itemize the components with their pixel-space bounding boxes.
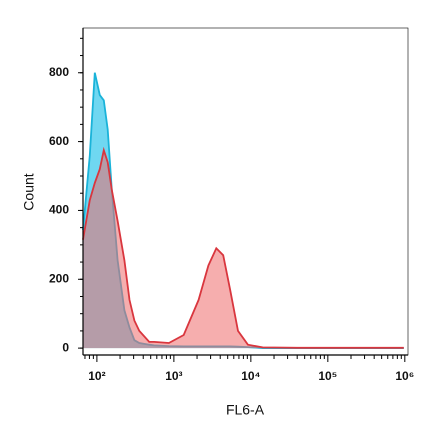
x-tick-label: 10³ xyxy=(165,369,182,383)
y-tick-label: 0 xyxy=(62,340,69,354)
x-tick-label: 10⁵ xyxy=(318,369,337,383)
x-tick-label: 10⁴ xyxy=(241,369,260,383)
y-axis-label: Count xyxy=(21,173,37,210)
y-tick-label: 200 xyxy=(49,271,69,285)
y-tick-label: 400 xyxy=(49,203,69,217)
y-tick-label: 600 xyxy=(49,134,69,148)
y-tick-label: 800 xyxy=(49,65,69,79)
series-line xyxy=(82,146,404,349)
x-tick-label: 10⁶ xyxy=(395,369,414,383)
x-tick-label: 10² xyxy=(88,369,105,383)
area-fill xyxy=(83,150,404,349)
x-axis-label: FL6-A xyxy=(226,402,265,418)
